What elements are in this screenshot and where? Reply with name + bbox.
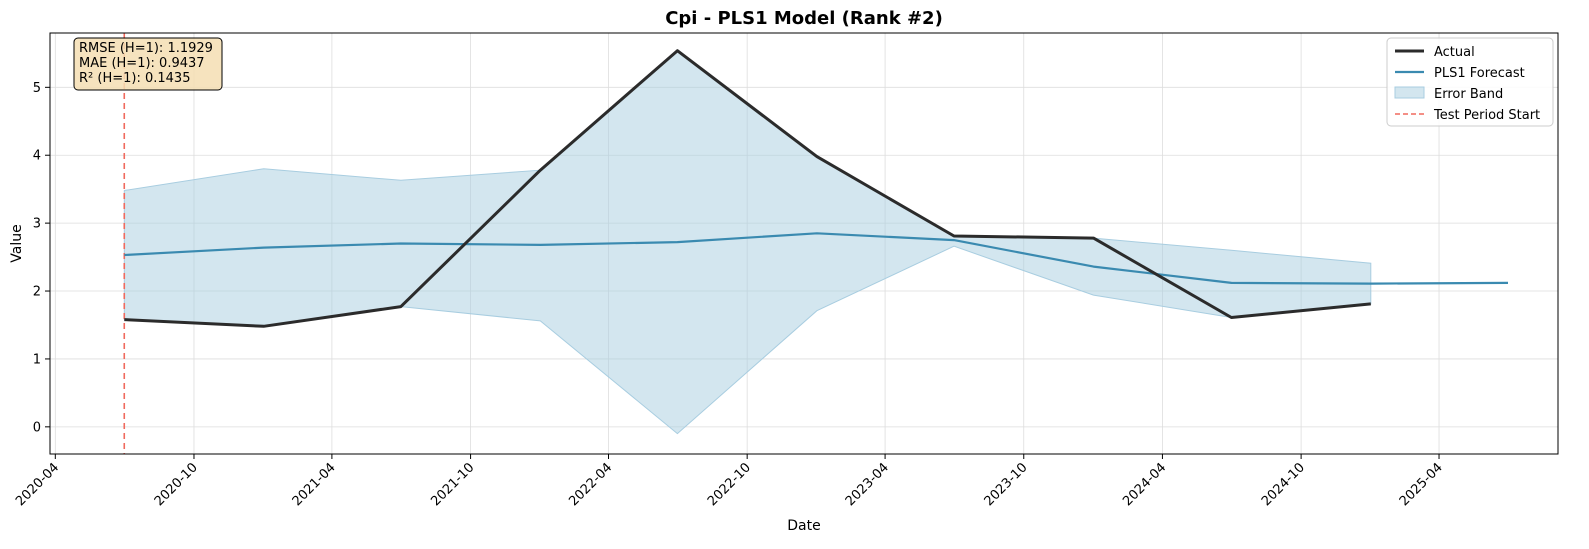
metrics-box: RMSE (H=1): 1.1929 MAE (H=1): 0.9437 R² … (73, 37, 223, 91)
legend-label-error-band: Error Band (1434, 87, 1503, 102)
series-layer (124, 49, 1509, 328)
y-tick-label: 5 (33, 81, 41, 96)
metric-mae: MAE (H=1): 0.9437 (79, 56, 205, 71)
y-tick-label: 2 (33, 285, 41, 300)
legend: Actual PLS1 Forecast Error Band Test Per… (1386, 37, 1554, 127)
chart-title: Cpi - PLS1 Model (Rank #2) (665, 8, 943, 29)
actual-line (124, 49, 1371, 328)
legend-label-actual: Actual (1434, 45, 1475, 60)
legend-label-test-period: Test Period Start (1433, 108, 1540, 123)
y-ticks: 0 1 2 3 4 5 (33, 81, 50, 435)
y-axis-label: Value (9, 224, 25, 262)
metric-rmse: RMSE (H=1): 1.1929 (79, 41, 213, 56)
y-tick-label: 1 (33, 352, 41, 367)
x-axis-label: Date (787, 518, 820, 534)
legend-background (1386, 37, 1554, 127)
legend-label-forecast: PLS1 Forecast (1434, 66, 1525, 81)
y-tick-label: 3 (33, 217, 41, 232)
y-tick-label: 0 (33, 420, 41, 435)
metric-r2: R² (H=1): 0.1435 (79, 71, 190, 86)
plot-frame (49, 32, 1559, 455)
forecast-line (124, 232, 1509, 285)
metrics-box-background (73, 37, 223, 91)
y-tick-label: 4 (33, 149, 41, 164)
legend-symbol-error-band (1394, 86, 1425, 99)
